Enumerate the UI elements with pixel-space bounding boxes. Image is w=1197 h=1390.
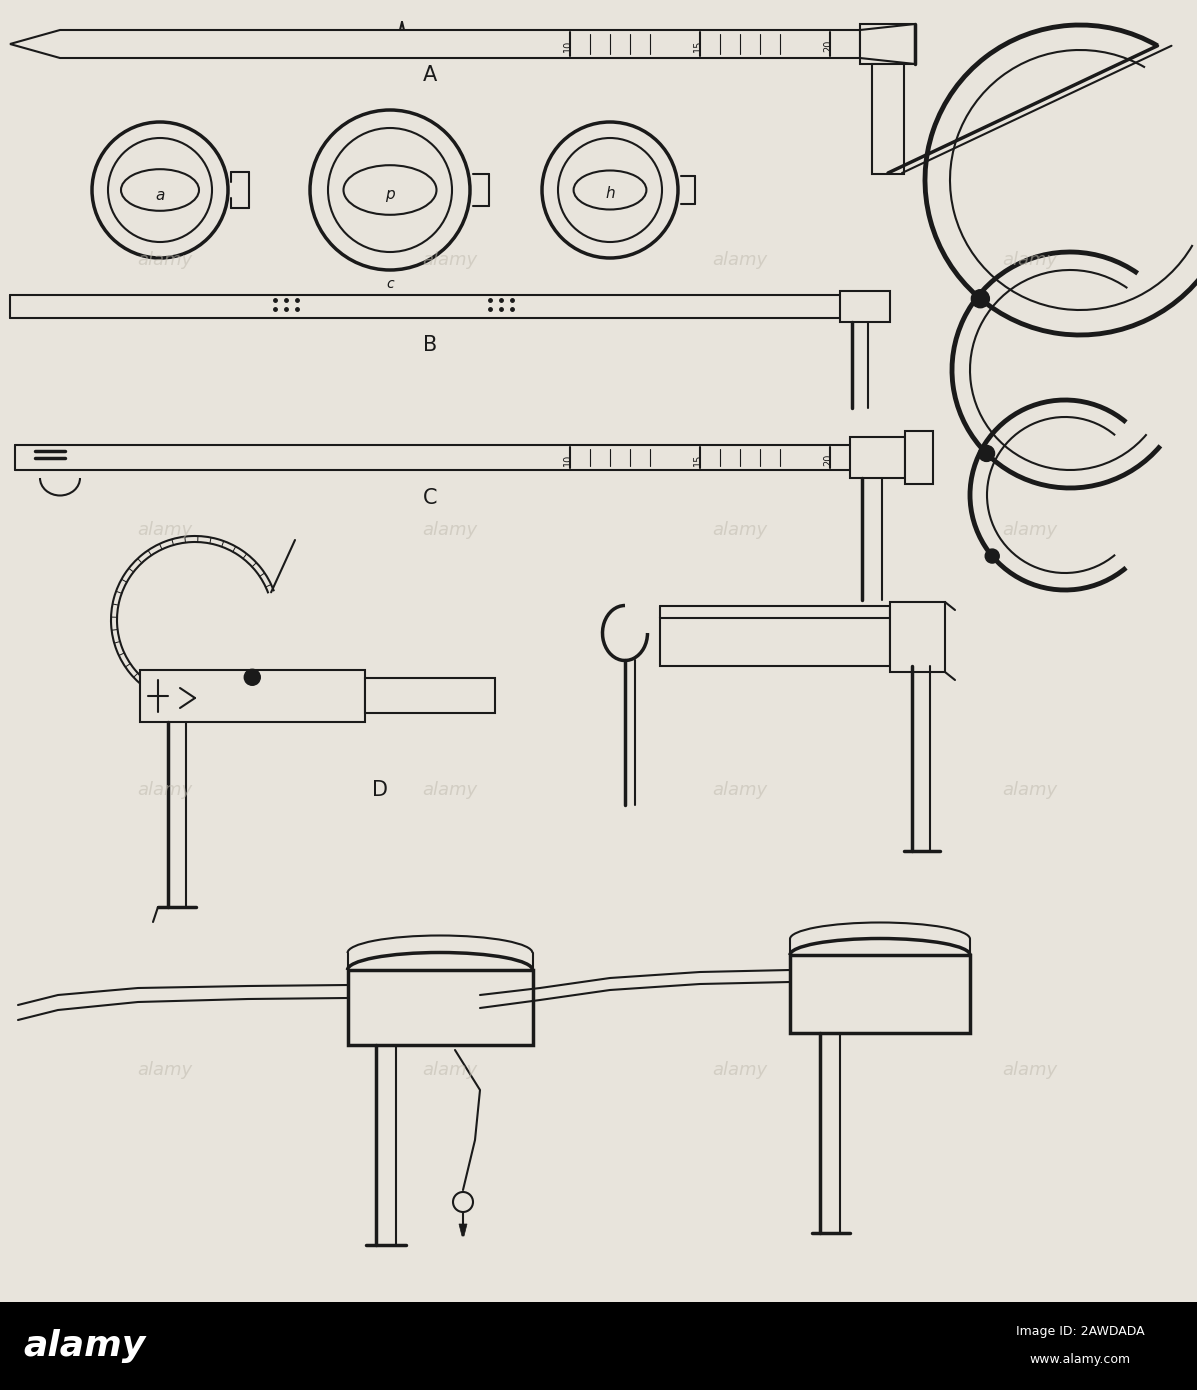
Text: alamy: alamy — [423, 781, 478, 799]
Text: c: c — [387, 277, 394, 291]
Bar — [840, 291, 891, 322]
Circle shape — [972, 289, 990, 307]
Text: alamy: alamy — [138, 1061, 193, 1079]
Circle shape — [979, 445, 995, 461]
Text: alamy: alamy — [423, 1061, 478, 1079]
Bar — [871, 64, 904, 174]
Text: D: D — [372, 780, 388, 801]
Text: a: a — [156, 188, 165, 203]
Circle shape — [985, 549, 999, 563]
Text: alamy: alamy — [138, 781, 193, 799]
Text: alamy: alamy — [1002, 521, 1058, 539]
Text: alamy: alamy — [138, 252, 193, 270]
Text: alamy: alamy — [423, 521, 478, 539]
Text: alamy: alamy — [712, 1061, 767, 1079]
Text: alamy: alamy — [712, 781, 767, 799]
Text: alamy: alamy — [1002, 1061, 1058, 1079]
Text: 15: 15 — [693, 40, 703, 53]
Text: alamy: alamy — [712, 521, 767, 539]
Bar — [790, 955, 970, 1033]
Text: p: p — [385, 186, 395, 202]
Text: 15: 15 — [693, 453, 703, 466]
Bar — [660, 619, 891, 666]
Bar — [891, 602, 944, 671]
Bar — [0, 1302, 1197, 1390]
Text: 20: 20 — [824, 453, 833, 466]
Bar — [348, 970, 533, 1045]
Text: alamy: alamy — [24, 1329, 146, 1364]
Text: 10: 10 — [563, 40, 573, 51]
Polygon shape — [458, 1225, 467, 1236]
Text: B: B — [423, 335, 437, 354]
Text: h: h — [606, 186, 615, 202]
Bar — [850, 436, 905, 478]
Text: A: A — [423, 65, 437, 85]
Text: alamy: alamy — [138, 521, 193, 539]
Bar — [859, 24, 915, 64]
Bar — [140, 670, 365, 721]
Text: C: C — [423, 488, 437, 507]
Text: 10: 10 — [563, 453, 573, 466]
Text: alamy: alamy — [423, 252, 478, 270]
Text: alamy: alamy — [712, 252, 767, 270]
Circle shape — [244, 669, 260, 685]
Bar — [365, 678, 496, 713]
Text: 20: 20 — [824, 40, 833, 53]
Text: www.alamy.com: www.alamy.com — [1029, 1354, 1130, 1366]
Text: alamy: alamy — [1002, 781, 1058, 799]
Text: Image ID: 2AWDADA: Image ID: 2AWDADA — [1016, 1326, 1144, 1339]
Bar — [905, 431, 932, 484]
Text: alamy: alamy — [1002, 252, 1058, 270]
Polygon shape — [10, 31, 859, 58]
